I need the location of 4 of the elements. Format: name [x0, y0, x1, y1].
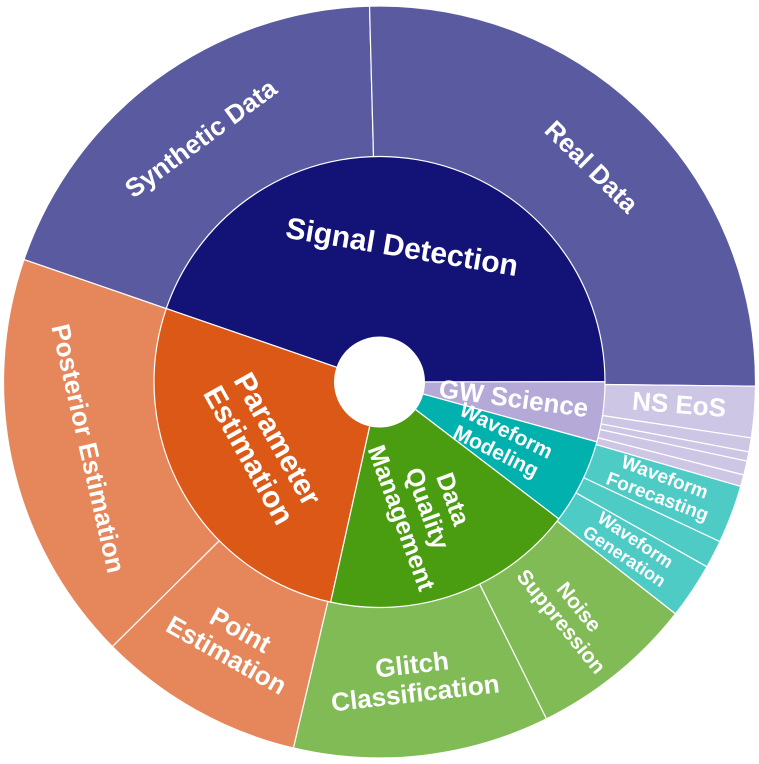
- slice-label: Signal Detection: [283, 212, 520, 284]
- slice-label: Glitch Classification: [330, 645, 501, 718]
- slice-label: NS EoS: [631, 386, 728, 423]
- slice-label: Posterior Estimation: [45, 321, 132, 576]
